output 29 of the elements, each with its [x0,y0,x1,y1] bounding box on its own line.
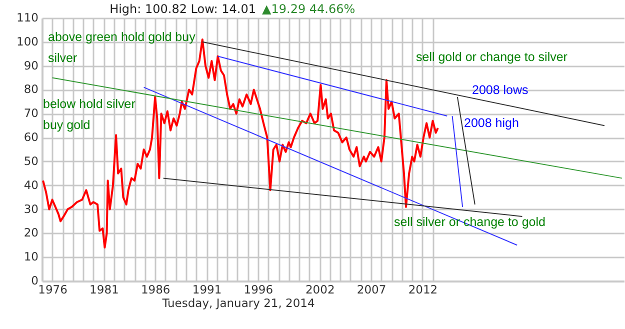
annotation: sell silver or change to gold [394,215,546,229]
annotation: 2008 high [464,116,519,130]
y-tick-label: 20 [24,226,38,240]
y-tick-label: 40 [24,178,38,192]
y-tick-label: 60 [24,130,38,144]
annotation: above green hold gold buy silver [48,30,196,65]
annotation: sell gold or change to silver [416,50,568,64]
x-tick-label: 1996 [244,282,274,296]
y-tick-label: 10 [24,250,38,264]
x-tick-label: 1991 [192,282,222,296]
x-tick-label: 1976 [38,282,68,296]
x-tick-label: 1986 [140,282,170,296]
y-tick-label: 110 [16,10,38,24]
y-tick-label: 50 [24,154,38,168]
x-axis-title: Tuesday, January 21, 2014 [161,296,315,310]
x-tick-label: 2007 [356,282,386,296]
chart-subtitle: ▲19.29 44.66% [262,2,356,16]
y-tick-label: 0 [31,274,38,288]
x-tick-label: 1981 [90,282,119,296]
y-tick-label: 100 [16,34,38,48]
annotation: 2008 lows [472,83,528,97]
chart-title: High: 100.82 Low: 14.01 [110,2,256,16]
y-tick-label: 80 [24,82,38,96]
y-tick-label: 30 [24,202,38,216]
annotation: below hold silver buy gold [43,97,136,132]
y-tick-label: 90 [24,58,38,72]
x-tick-label: 2012 [408,282,438,296]
x-tick-label: 2002 [305,282,335,296]
y-tick-label: 70 [24,106,38,120]
